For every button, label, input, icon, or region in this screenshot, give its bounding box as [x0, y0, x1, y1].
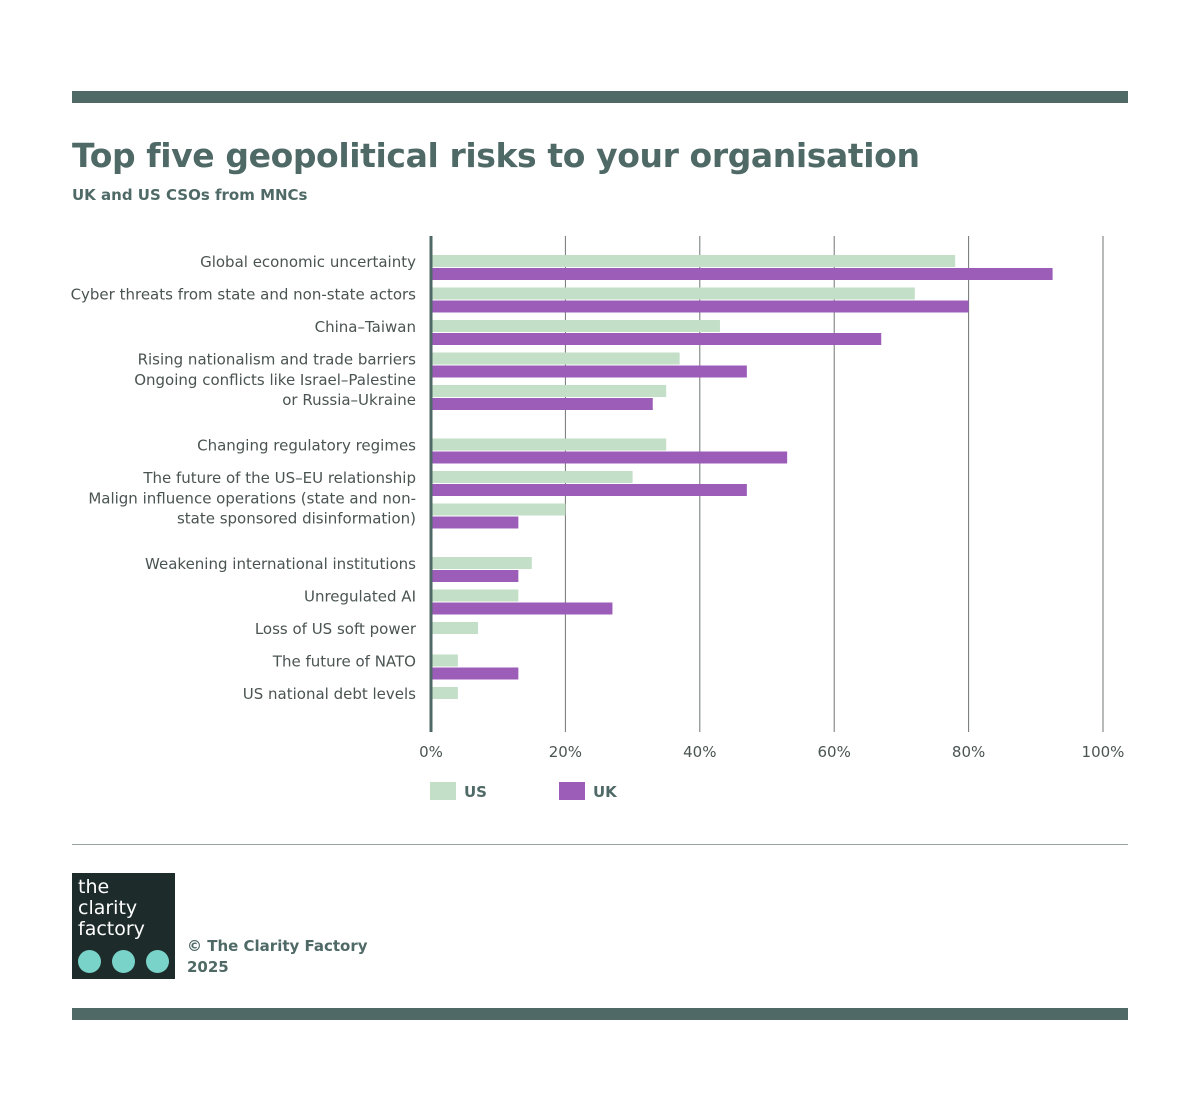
category-label: Unregulated AI	[304, 588, 416, 606]
logo-dot-icon	[146, 950, 169, 973]
bar-us	[431, 471, 633, 483]
bottom-band	[72, 1008, 1128, 1020]
category-label: Malign influence operations (state and n…	[88, 490, 416, 508]
bar-uk	[431, 570, 519, 582]
bar-us	[431, 622, 479, 634]
bar-uk	[431, 484, 747, 496]
category-label: Rising nationalism and trade barriers	[138, 351, 417, 369]
logo-dot-icon	[112, 950, 135, 973]
category-label: The future of the US–EU relationship	[142, 469, 416, 487]
category-label: Loss of US soft power	[255, 620, 417, 638]
bar-us	[431, 438, 667, 451]
bar-uk	[431, 300, 969, 313]
bar-us	[431, 385, 667, 397]
category-label: state sponsored disinformation)	[177, 510, 416, 528]
category-label: or Russia–Ukraine	[282, 391, 416, 409]
bar-uk	[431, 333, 882, 345]
bar-uk	[431, 268, 1053, 280]
copyright-line-1: © The Clarity Factory	[187, 937, 368, 955]
footer-divider	[72, 844, 1128, 845]
category-label: US national debt levels	[243, 685, 416, 703]
category-label: Changing regulatory regimes	[197, 437, 416, 455]
page-subtitle: UK and US CSOs from MNCs	[72, 186, 308, 204]
legend-swatch-us	[430, 782, 456, 800]
x-tick-label: 60%	[818, 743, 851, 761]
bar-uk	[431, 365, 747, 378]
bar-us	[431, 687, 458, 699]
bar-us	[431, 255, 956, 267]
category-label: Global economic uncertainty	[200, 253, 416, 271]
bar-uk	[431, 602, 613, 615]
top-band	[72, 91, 1128, 103]
bar-us	[431, 352, 680, 365]
category-label: China–Taiwan	[315, 318, 416, 336]
copyright-line-2: 2025	[187, 958, 229, 976]
legend-label-us: US	[464, 783, 487, 801]
bar-us	[431, 320, 720, 332]
bar-us	[431, 287, 915, 300]
bar-us	[431, 654, 458, 667]
bar-uk	[431, 516, 519, 529]
page-title: Top five geopolitical risks to your orga…	[72, 136, 920, 175]
bar-us	[431, 589, 519, 602]
bar-uk	[431, 398, 653, 410]
category-label: Weakening international institutions	[145, 555, 416, 573]
bar-chart: Global economic uncertainty Cyber threats…	[71, 236, 1125, 801]
bar-uk	[431, 667, 519, 680]
bar-us	[431, 503, 566, 516]
logo-text: the clarity factory	[78, 876, 145, 940]
x-tick-label: 100%	[1082, 743, 1125, 761]
x-tick-label: 40%	[683, 743, 716, 761]
legend-swatch-uk	[559, 782, 585, 800]
legend-label-uk: UK	[593, 783, 618, 801]
x-tick-label: 20%	[549, 743, 582, 761]
category-label: The future of NATO	[272, 653, 416, 671]
x-tick-label: 80%	[952, 743, 985, 761]
category-label: Ongoing conflicts like Israel–Palestine	[134, 371, 416, 389]
category-label: Cyber threats from state and non-state a…	[71, 286, 417, 304]
x-tick-label: 0%	[419, 743, 443, 761]
clarity-factory-logo: the clarity factory	[72, 873, 175, 979]
copyright: © The Clarity Factory 2025	[187, 936, 368, 978]
logo-dot-icon	[78, 950, 101, 973]
bar-us	[431, 557, 532, 569]
bar-uk	[431, 451, 788, 464]
